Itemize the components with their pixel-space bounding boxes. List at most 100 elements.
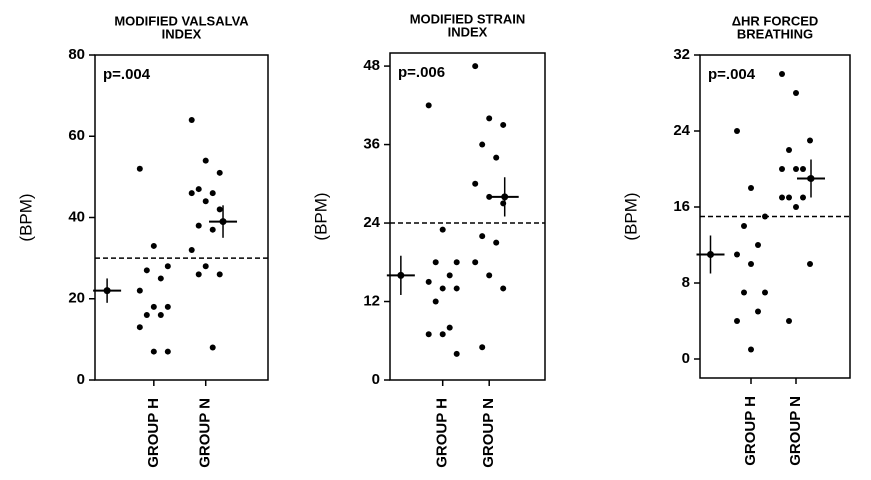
data-point [793,204,799,210]
annotation: p=.004 [708,66,756,83]
data-point [479,141,486,148]
data-point [786,194,792,201]
data-point [453,285,460,292]
data-point [143,267,150,274]
data-point [188,117,195,123]
data-point [164,348,171,355]
data-point [439,331,446,338]
y-axis-label: (BPM) [311,192,330,240]
data-point [164,263,171,270]
data-point [164,303,171,310]
plot-frame [389,52,546,381]
data-point [793,90,799,96]
data-point [500,285,507,292]
data-point [432,298,439,305]
y-tick-label: 36 [363,136,380,153]
data-point [748,261,754,267]
x-tick-label: GROUP H [434,398,451,468]
data-point [195,186,202,193]
data-point [425,278,432,285]
data-point [143,312,150,318]
annotation: p=.004 [103,66,151,83]
data-point [486,272,493,279]
data-point [472,63,479,70]
y-tick-label: 8 [682,274,690,291]
data-point [150,303,157,310]
data-point [748,185,754,191]
x-tick-label: GROUP N [480,398,497,468]
data-point [216,169,223,176]
data-point [446,272,453,279]
data-point [479,233,486,240]
y-tick-label: 48 [363,57,380,74]
data-point [793,166,799,172]
data-point [188,190,195,197]
data-point [734,251,740,258]
data-point [807,261,813,267]
y-tick-label: 24 [363,214,380,231]
data-point [748,346,754,353]
data-point [216,206,223,213]
data-point [786,318,792,324]
data-point [800,194,806,201]
data-point [472,180,479,187]
data-point [136,287,143,294]
data-point [779,194,785,201]
data-point [486,115,493,122]
data-point [453,259,460,266]
y-axis-label: (BPM) [16,193,35,241]
data-point [734,318,740,324]
y-tick-label: 12 [363,292,380,309]
y-tick-label: 32 [673,46,690,63]
data-point [157,312,164,318]
mean-point [807,175,815,182]
annotation: p=.006 [398,64,445,81]
chart-title: MODIFIED STRAIN [410,11,526,26]
mean-point [397,271,405,279]
data-point [479,344,486,351]
data-point [216,271,223,278]
x-tick-label: GROUP H [742,396,759,466]
data-point [493,154,500,161]
data-point [786,147,792,153]
x-tick-label: GROUP N [787,396,804,466]
y-axis-label: (BPM) [621,192,640,240]
y-tick-label: 20 [68,290,85,307]
data-point [741,223,747,229]
data-point [439,285,446,292]
data-point [188,247,195,253]
mean-point [103,287,111,295]
mean-point [501,193,509,201]
data-point [150,242,157,249]
data-point [202,198,209,205]
y-tick-label: 24 [673,122,690,139]
y-tick-label: 0 [682,350,690,367]
data-point [779,166,785,172]
y-tick-label: 0 [77,371,85,388]
x-tick-label: GROUP N [197,398,214,468]
data-point [500,121,507,128]
data-point [425,331,432,338]
data-point [800,166,806,172]
data-point [779,71,785,77]
data-point [762,213,768,220]
plot-frame [94,54,269,381]
y-tick-label: 80 [68,46,85,63]
data-point [136,324,143,331]
data-point [432,259,439,266]
data-point [453,350,460,357]
data-point [755,242,761,248]
data-point [209,344,216,351]
data-point [202,263,209,270]
y-tick-label: 60 [68,127,85,144]
data-point [195,222,202,229]
data-point [734,128,740,134]
data-point [446,324,453,331]
data-point [202,157,209,164]
y-tick-label: 0 [372,371,380,388]
chart-title: BREATHING [737,26,813,41]
data-point [486,193,493,200]
data-point [425,102,432,109]
data-point [755,308,761,315]
